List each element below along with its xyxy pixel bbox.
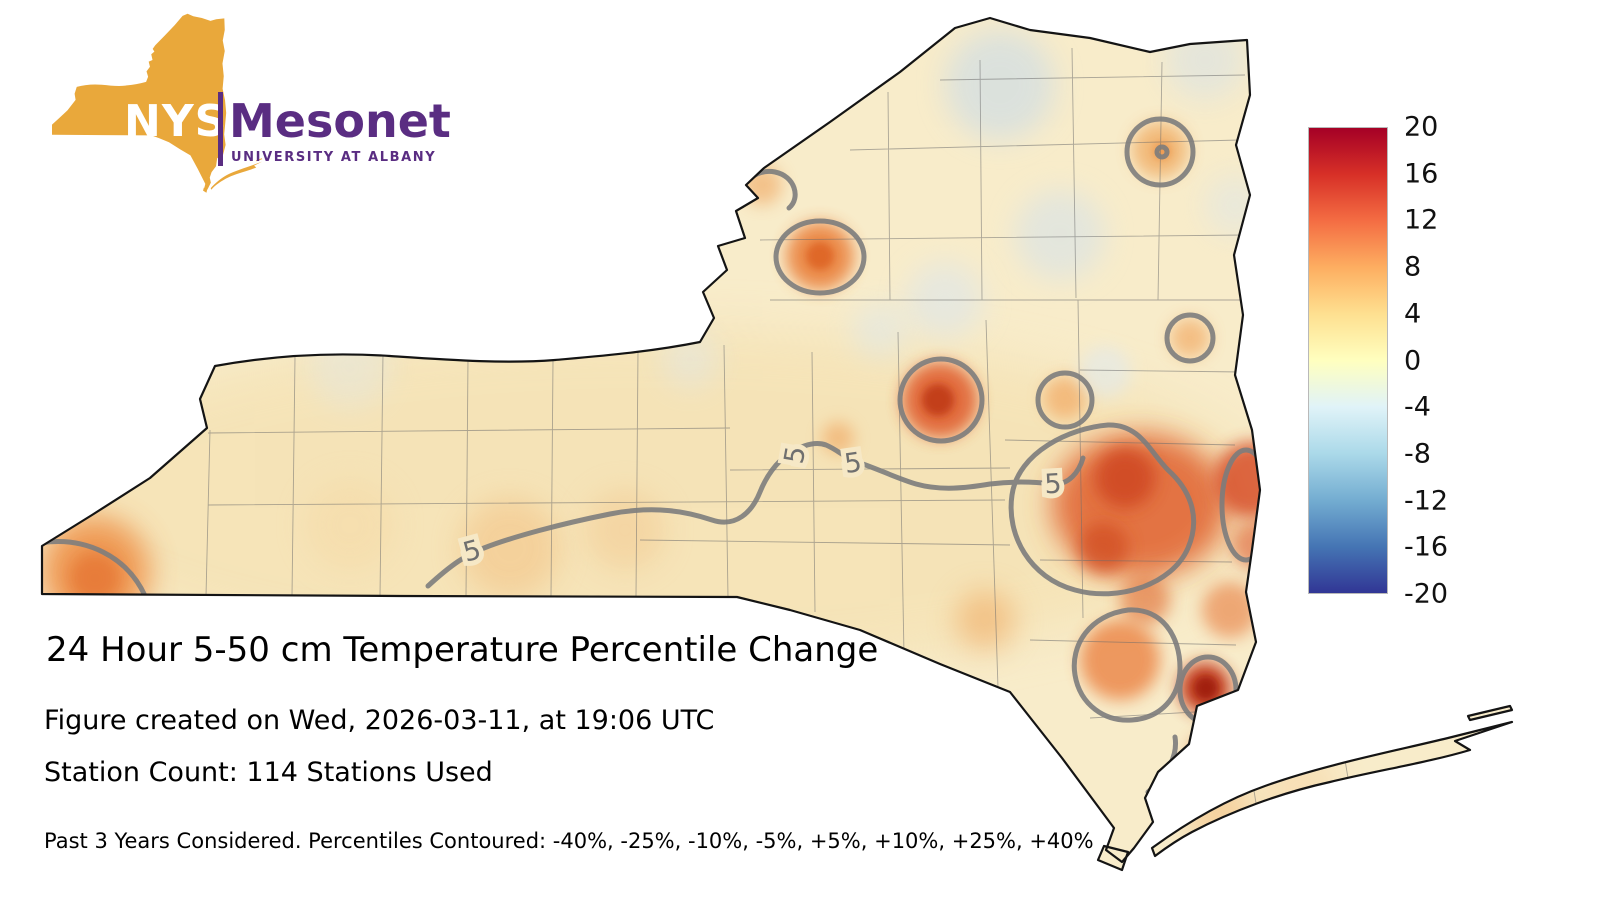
- colorbar-tick-label: -8: [1404, 438, 1431, 470]
- footnote-line: Past 3 Years Considered. Percentiles Con…: [44, 829, 1094, 853]
- logo-subtitle: UNIVERSITY AT ALBANY: [231, 150, 437, 165]
- logo-divider: [218, 92, 223, 166]
- logo-name: Mesonet: [229, 94, 451, 148]
- station-count-line: Station Count: 114 Stations Used: [44, 757, 493, 788]
- colorbar-tick-label: 4: [1404, 298, 1422, 330]
- logo-acronym: NYS: [124, 96, 228, 147]
- colorbar-tick-label: 16: [1404, 158, 1439, 190]
- colorbar-tick-label: 12: [1404, 204, 1439, 236]
- colorbar-tick-label: -4: [1404, 391, 1431, 423]
- colorbar-ticks: 20 16 12 8 4 0 -4 -8 -12 -16 -20: [1404, 112, 1494, 610]
- colorbar-tick-label: -20: [1404, 578, 1449, 610]
- colorbar-gradient: [1308, 127, 1388, 594]
- contour-label: 5: [1044, 469, 1063, 501]
- colorbar-tick-label: -12: [1404, 485, 1449, 517]
- heat-field: [42, 20, 1340, 849]
- colorbar-tick-label: 0: [1404, 345, 1422, 376]
- colorbar-tick-label: -16: [1404, 531, 1449, 563]
- figure-created-line: Figure created on Wed, 2026-03-11, at 19…: [44, 705, 715, 736]
- colorbar-tick-label: 8: [1404, 251, 1422, 283]
- colorbar-tick-label: 20: [1404, 111, 1439, 143]
- figure-title: 24 Hour 5-50 cm Temperature Percentile C…: [46, 630, 879, 670]
